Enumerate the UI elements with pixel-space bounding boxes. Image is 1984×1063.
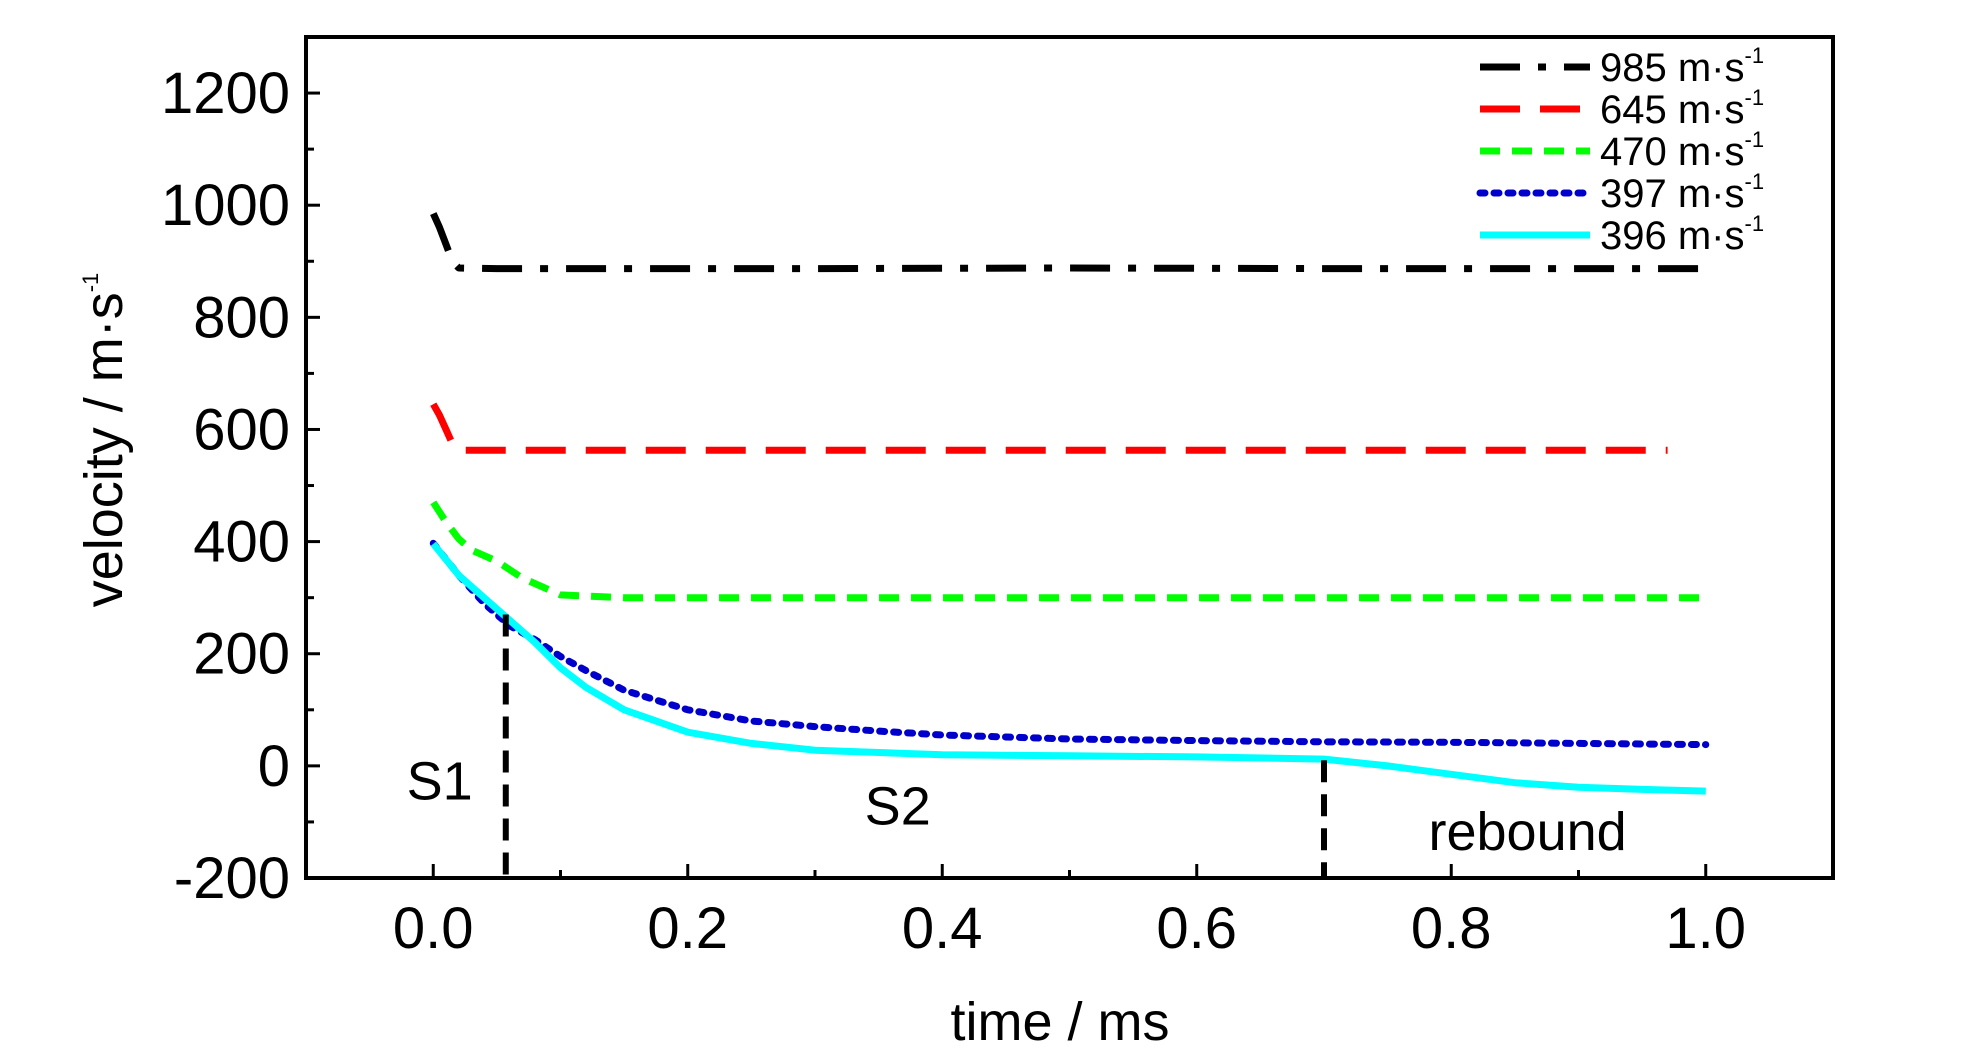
x-axis: 0.0 0.2 0.4 0.6 0.8 1.0 (393, 864, 1746, 961)
legend-label: 985 m·s-1 (1600, 43, 1764, 90)
series-line-985-m-s (430, 212, 1706, 273)
region-label-s1: S1 (407, 752, 473, 812)
x-tick-label: 0.8 (1411, 896, 1492, 961)
series-line-397-m-s (429, 539, 1710, 749)
y-axis: -200 0 200 400 600 800 1000 1200 (161, 61, 320, 911)
legend-item: 397 m·s-1 (1476, 169, 1764, 216)
y-tick-label: 800 (193, 285, 290, 350)
legend-item: 985 m·s-1 (1480, 43, 1764, 90)
legend-label: 470 m·s-1 (1600, 127, 1764, 174)
plot-series (429, 212, 1710, 795)
y-tick-label: -200 (174, 846, 290, 911)
legend-label: 645 m·s-1 (1600, 85, 1764, 132)
y-tick-label: 0 (258, 734, 290, 799)
x-tick-label: 0.2 (647, 896, 728, 961)
series-line-470-m-s (430, 500, 1706, 602)
legend-item: 645 m·s-1 (1480, 85, 1764, 132)
legend-label: 397 m·s-1 (1600, 169, 1764, 216)
legend-item: 396 m·s-1 (1480, 211, 1764, 258)
svg-text:velocity / m·s-1: velocity / m·s-1 (74, 273, 134, 608)
y-axis-title-unit-exponent: -1 (78, 273, 103, 293)
y-tick-label: 1200 (161, 61, 290, 126)
legend-item: 470 m·s-1 (1480, 127, 1764, 174)
y-tick-label: 200 (193, 622, 290, 687)
legend-label: 396 m·s-1 (1600, 211, 1764, 258)
y-axis-title-main: velocity / m·s (74, 292, 134, 607)
x-tick-label: 0.6 (1156, 896, 1237, 961)
x-tick-label: 0.4 (902, 896, 983, 961)
x-axis-title: time / ms (950, 992, 1169, 1052)
x-tick-label: 1.0 (1665, 896, 1746, 961)
series-line-645-m-s (430, 402, 1668, 454)
x-tick-label: 0.0 (393, 896, 474, 961)
series-line-396-m-s (430, 541, 1706, 795)
y-tick-label: 600 (193, 397, 290, 462)
y-axis-title: velocity / m·s-1 (74, 273, 134, 608)
region-annotations: S1 S2 rebound (407, 752, 1627, 862)
region-label-rebound: rebound (1429, 802, 1627, 862)
region-separators (502, 614, 1327, 878)
region-label-s2: S2 (865, 777, 931, 837)
y-tick-label: 400 (193, 510, 290, 575)
y-tick-label: 1000 (161, 173, 290, 238)
